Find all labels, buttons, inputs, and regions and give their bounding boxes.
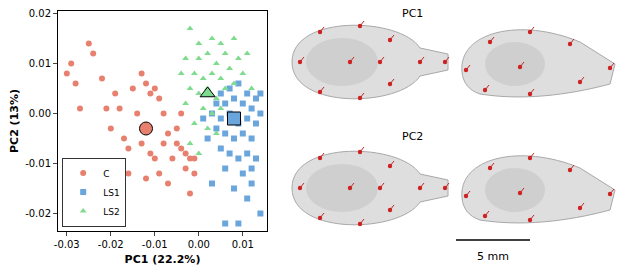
svg-text:-0.01: -0.01 xyxy=(25,158,51,169)
svg-text:LS2: LS2 xyxy=(103,207,119,217)
svg-text:0.00: 0.00 xyxy=(29,108,51,119)
svg-text:0.00: 0.00 xyxy=(188,239,210,250)
svg-text:-0.03: -0.03 xyxy=(54,239,80,250)
svg-text:-0.02: -0.02 xyxy=(98,239,124,250)
svg-text:-0.01: -0.01 xyxy=(142,239,168,250)
svg-text:0.01: 0.01 xyxy=(29,58,51,69)
svg-text:-0.02: -0.02 xyxy=(25,208,51,219)
svg-text:PC2 (13%): PC2 (13%) xyxy=(8,89,21,153)
svg-text:LS1: LS1 xyxy=(103,188,119,198)
svg-text:5 mm: 5 mm xyxy=(477,250,509,263)
svg-text:PC2: PC2 xyxy=(402,130,423,143)
svg-text:PC1: PC1 xyxy=(402,7,423,20)
svg-text:C: C xyxy=(103,169,109,179)
svg-text:PC1 (22.2%): PC1 (22.2%) xyxy=(125,253,201,266)
svg-text:0.01: 0.01 xyxy=(232,239,254,250)
svg-text:0.02: 0.02 xyxy=(29,8,51,19)
